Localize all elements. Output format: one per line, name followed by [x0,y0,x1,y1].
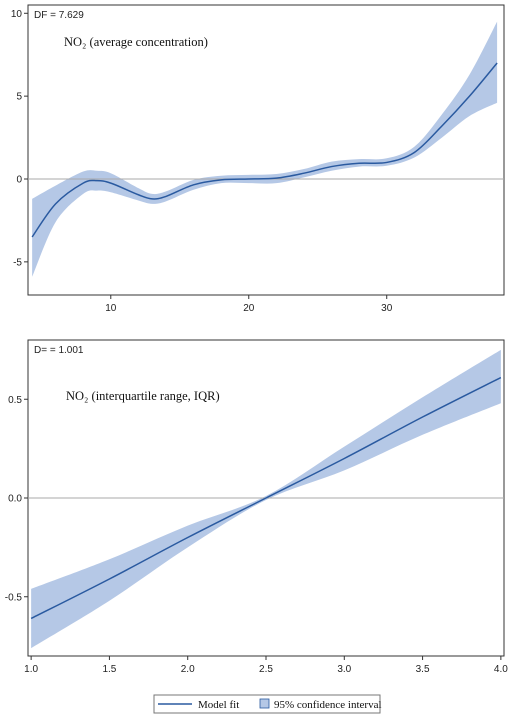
legend-model-fit-label: Model fit [198,699,239,711]
panel-2-model-fit-line [30,376,502,620]
legend-confidence-swatch [259,698,270,709]
panel-1-confidence-band [32,21,498,277]
y-tick-label: 0.5 [8,395,22,406]
x-tick-label: 1.0 [24,664,38,675]
panel-1-y-axis: 10 5 0 -5 [11,9,28,268]
x-tick-label: 2.5 [259,664,273,675]
panel-1-x-axis: 10 20 30 [105,295,393,314]
legend: Model fit 95% confidence interval [153,694,382,714]
panel-1-df-annotation: DF = 7.629 [34,10,84,21]
y-tick-label: 0.0 [8,494,22,505]
x-tick-label: 30 [381,303,393,314]
y-tick-label: 5 [16,92,22,103]
x-tick-label: 20 [243,303,255,314]
panel-1-plot-frame [27,4,505,296]
legend-confidence-label: 95% confidence interval [274,699,382,711]
y-tick-label: -5 [13,257,22,268]
panel-2-x-axis: 1.0 1.5 2.0 2.5 3.0 3.5 4.0 [24,656,508,675]
panel-2-y-axis: 0.5 0.0 -0.5 [5,395,28,603]
panel-2-df-annotation: D= = 1.001 [34,345,84,356]
x-tick-label: 3.0 [337,664,351,675]
x-tick-label: 4.0 [494,664,508,675]
x-tick-label: 10 [105,303,117,314]
panel-1-model-fit-line [31,62,498,238]
x-tick-label: 1.5 [102,664,116,675]
y-tick-label: 10 [11,9,23,20]
panel-2-confidence-band [31,349,501,649]
x-tick-label: 2.0 [181,664,195,675]
panel-2: 1.0 1.5 2.0 2.5 3.0 3.5 4.0 0.5 0.0 -0.5 D= = 1.… [5,339,508,675]
panel-1: 10 20 30 10 5 0 -5 DF = 7.629 NO₂ (average co… [11,4,505,314]
x-tick-label: 3.5 [416,664,430,675]
panel-1-title: NO₂ (average concentration) [64,35,208,49]
panel-2-title: NO₂ (interquartile range, IQR) [66,389,220,403]
y-tick-label: -0.5 [5,592,23,603]
y-tick-label: 0 [16,175,22,186]
